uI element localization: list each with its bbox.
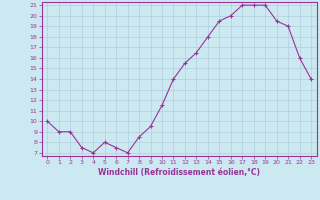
X-axis label: Windchill (Refroidissement éolien,°C): Windchill (Refroidissement éolien,°C) [98,168,260,177]
